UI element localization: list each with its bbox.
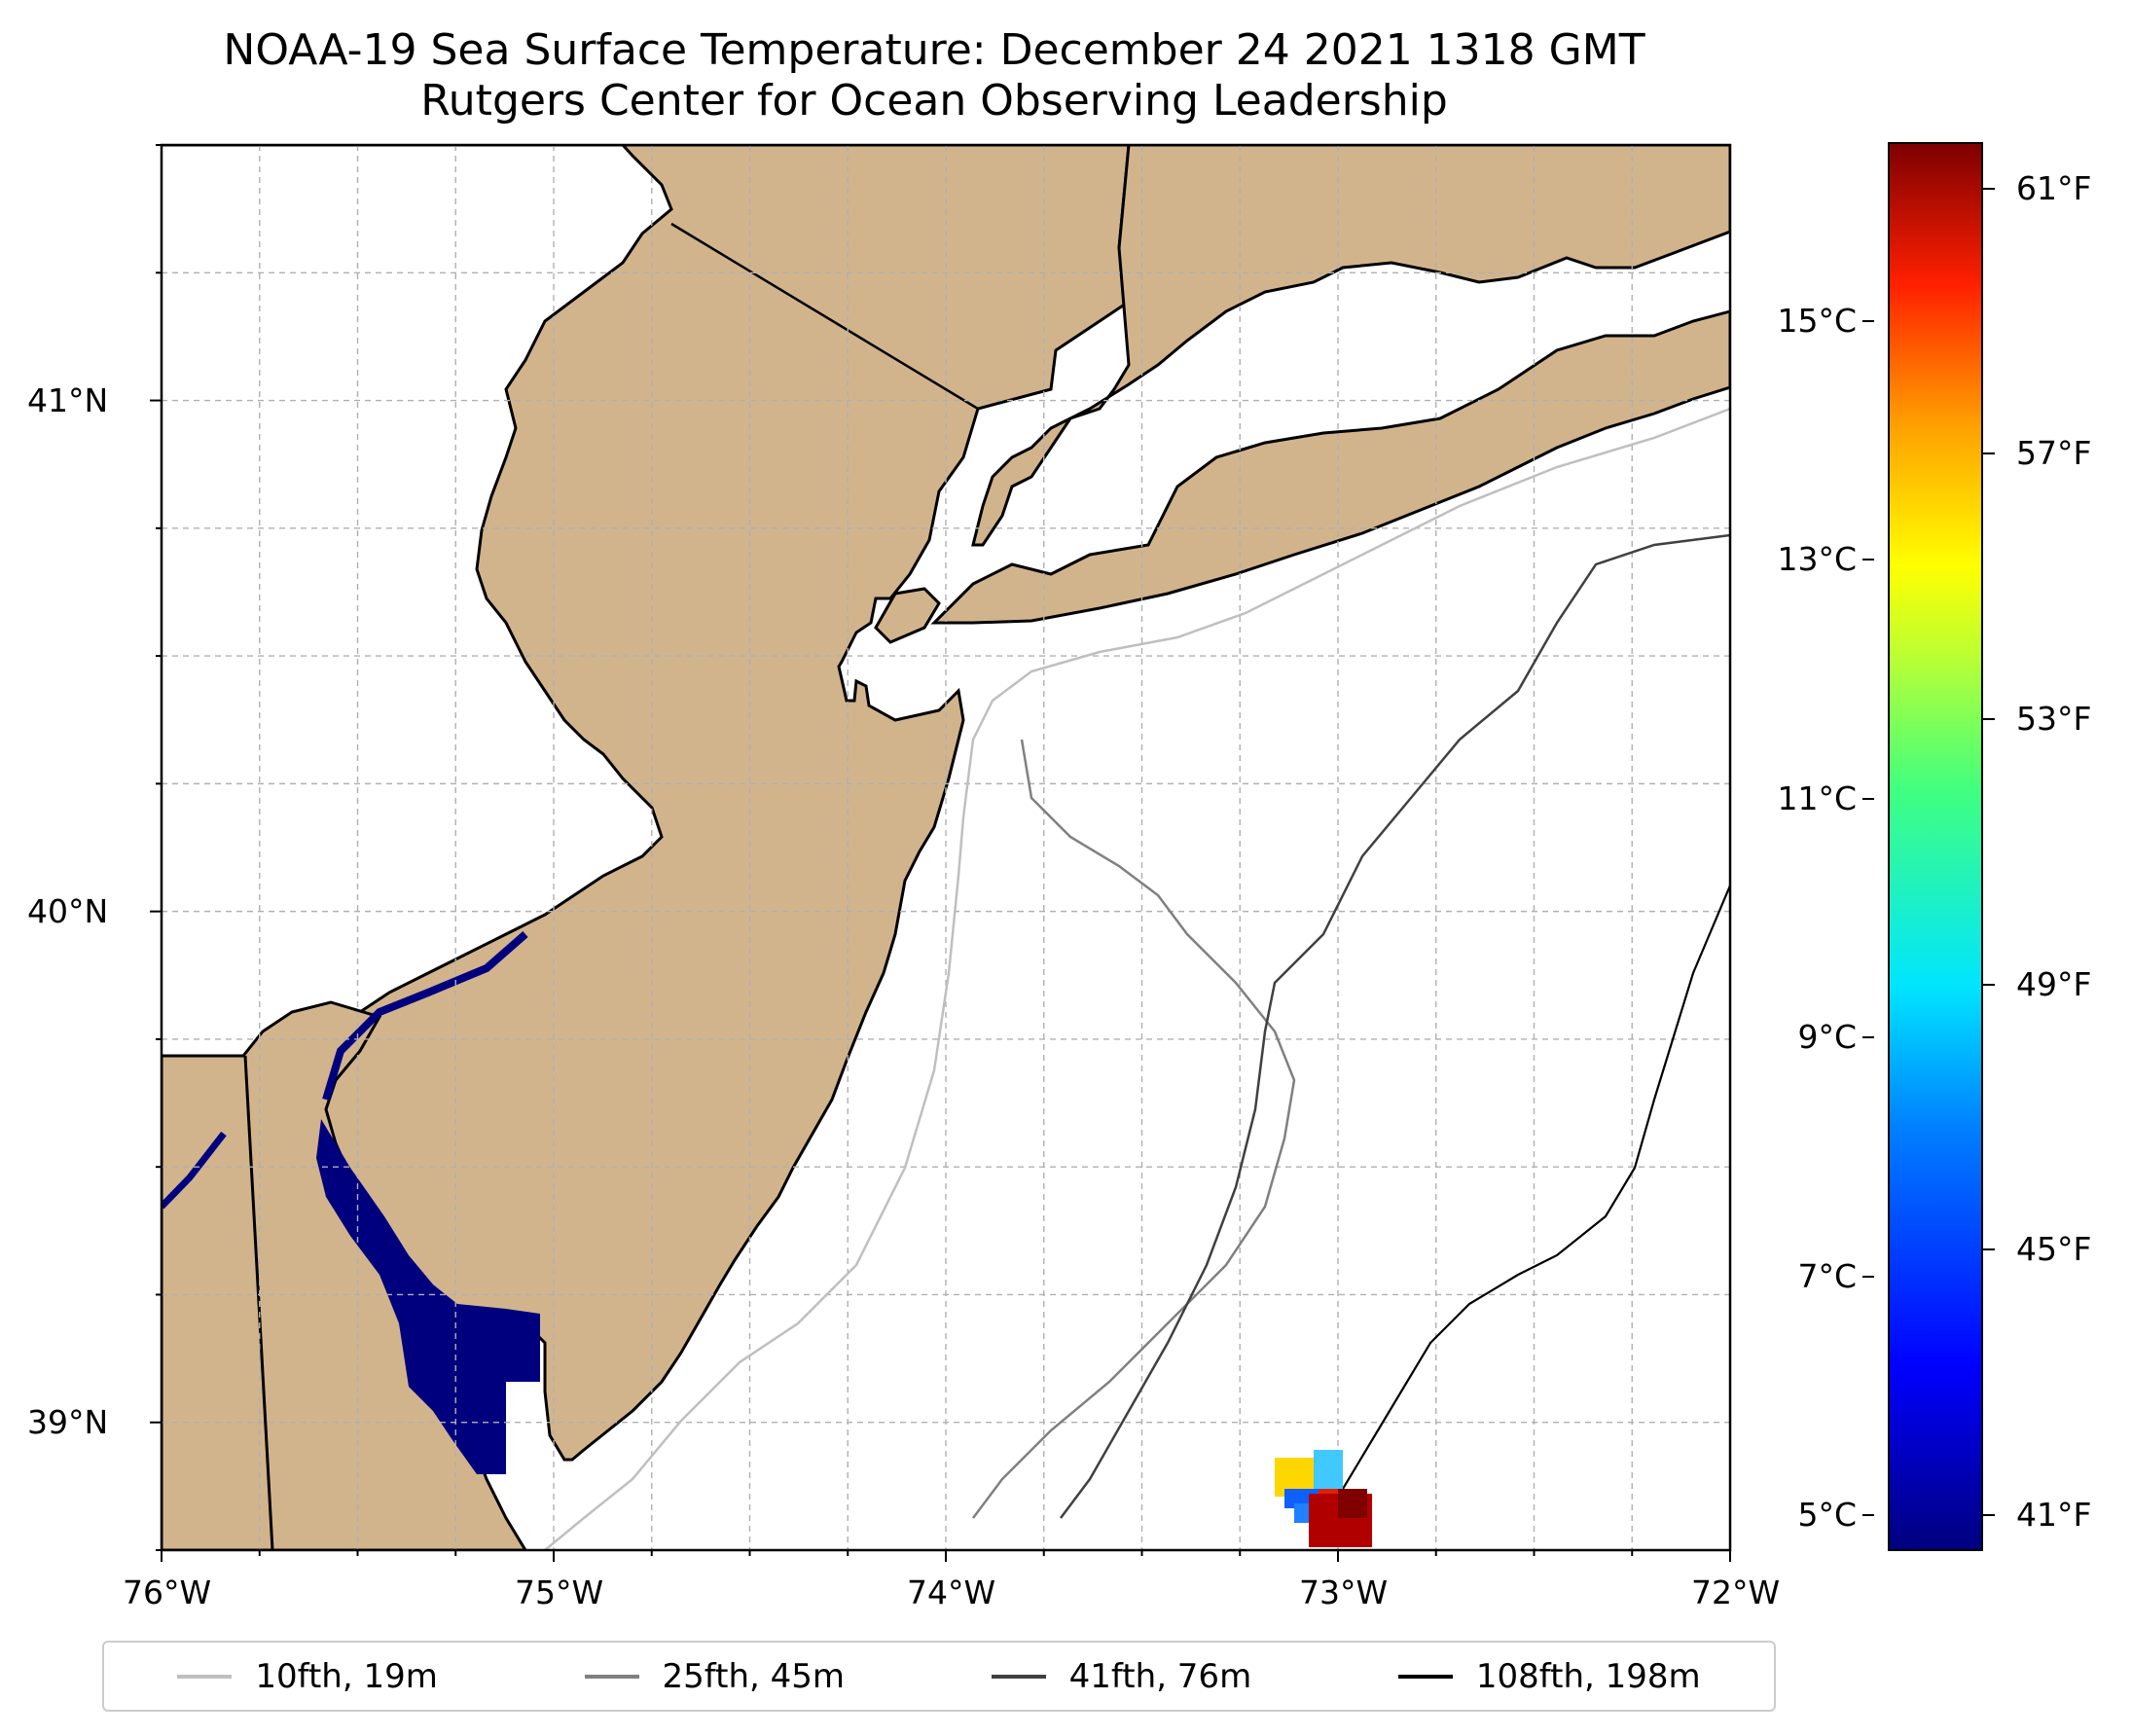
sst-delaware-bay <box>316 1119 540 1474</box>
colorbar-celsius-label: 9°C <box>1797 1018 1857 1057</box>
legend-label: 10fth, 19m <box>255 1656 438 1696</box>
land-long-island <box>930 309 1730 625</box>
legend-label: 41fth, 76m <box>1068 1656 1252 1696</box>
colorbar-fahrenheit-tick <box>1983 983 1995 986</box>
legend-line-swatch <box>991 1674 1046 1679</box>
x-tick-label: 74°W <box>907 1573 996 1611</box>
colorbar-fahrenheit-label: 49°F <box>2016 964 2092 1003</box>
colorbar <box>1888 142 1983 1551</box>
colorbar-celsius-tick <box>1862 1036 1874 1039</box>
sst-chesapeake <box>162 1131 227 1210</box>
sst-patch <box>1275 1450 1372 1547</box>
x-tick-label: 75°W <box>515 1573 604 1611</box>
isobath-198m <box>1321 885 1730 1538</box>
title-line-2: Rutgers Center for Ocean Observing Leade… <box>420 76 1448 126</box>
colorbar-fahrenheit-tick <box>1983 187 1995 190</box>
legend-label: 25fth, 45m <box>662 1656 846 1696</box>
state-border-pa-ny <box>670 222 979 411</box>
legend-item: 108fth, 198m <box>1397 1656 1701 1696</box>
x-tick-label: 76°W <box>123 1573 212 1611</box>
colorbar-celsius-tick <box>1862 797 1874 800</box>
land-staten-island <box>874 587 941 644</box>
legend-line-swatch <box>584 1674 639 1679</box>
legend-line-swatch <box>1397 1674 1453 1679</box>
legend-item: 25fth, 45m <box>584 1656 846 1696</box>
colorbar-celsius-label: 11°C <box>1777 778 1857 817</box>
colorbar-fahrenheit-label: 57°F <box>2016 434 2092 473</box>
colorbar-fahrenheit-label: 61°F <box>2016 168 2092 207</box>
colorbar-celsius-tick <box>1862 559 1874 561</box>
colorbar-celsius-label: 5°C <box>1797 1496 1857 1535</box>
colorbar-celsius-label: 7°C <box>1797 1256 1857 1295</box>
colorbar-fahrenheit-tick <box>1983 718 1995 721</box>
colorbar-celsius-tick <box>1862 320 1874 323</box>
colorbar-celsius-tick <box>1862 1514 1874 1517</box>
chart-title: NOAA-19 Sea Surface Temperature: Decembe… <box>0 25 1868 127</box>
legend-label: 108fth, 198m <box>1475 1656 1701 1696</box>
isobath-legend: 10fth, 19m 25fth, 45m 41fth, 76m 108fth, 19… <box>102 1641 1776 1712</box>
legend-item: 10fth, 19m <box>177 1657 438 1696</box>
colorbar-fahrenheit-label: 53°F <box>2016 700 2092 739</box>
sst-delaware-river <box>322 930 528 1102</box>
colorbar-fahrenheit-tick <box>1983 452 1995 455</box>
y-tick-label: 41°N <box>27 380 109 419</box>
y-tick-label: 39°N <box>27 1402 109 1441</box>
colorbar-fahrenheit-label: 41°F <box>2016 1496 2092 1535</box>
land-new-york <box>971 145 1730 547</box>
gridlines <box>162 145 1730 1550</box>
x-tick-label: 72°W <box>1691 1573 1781 1611</box>
colorbar-celsius-tick <box>1862 1275 1874 1278</box>
isobath-76m <box>1060 533 1730 1519</box>
colorbar-fahrenheit-tick <box>1983 1514 1995 1517</box>
axis-ticks <box>150 144 1731 1562</box>
colorbar-celsius-label: 13°C <box>1777 540 1857 579</box>
legend-line-swatch <box>177 1674 233 1679</box>
colorbar-fahrenheit-tick <box>1983 1248 1995 1251</box>
isobath-45m <box>972 739 1296 1519</box>
x-tick-label: 73°W <box>1299 1573 1389 1611</box>
legend-item: 41fth, 76m <box>991 1656 1252 1696</box>
colorbar-celsius-label: 15°C <box>1777 302 1857 341</box>
isobath-19m <box>544 407 1730 1550</box>
title-line-1: NOAA-19 Sea Surface Temperature: Decembe… <box>223 25 1645 75</box>
y-tick-label: 40°N <box>27 891 109 930</box>
colorbar-fahrenheit-label: 45°F <box>2016 1230 2092 1269</box>
state-border-de-md <box>243 1055 274 1550</box>
